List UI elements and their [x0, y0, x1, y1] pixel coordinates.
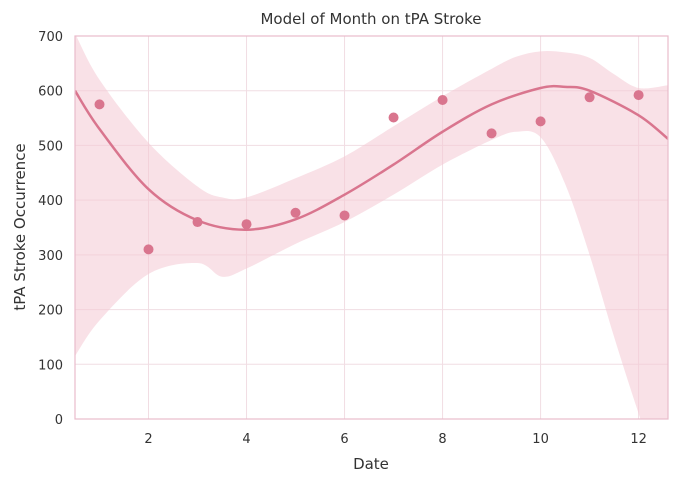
x-tick-label: 2: [144, 432, 152, 447]
y-tick-label: 600: [38, 85, 63, 100]
y-tick-label: 0: [55, 413, 63, 428]
data-point: [339, 210, 350, 221]
data-point: [192, 217, 203, 228]
y-tick-label: 300: [38, 249, 63, 264]
x-tick-label: 12: [630, 432, 647, 447]
y-tick-label: 400: [38, 194, 63, 209]
data-points: [94, 90, 644, 255]
x-axis-ticks: 2 4 6 8 10 12: [144, 432, 646, 447]
confidence-band: [75, 36, 668, 419]
y-axis-ticks: 0 100 200 300 400 500 600 700: [38, 30, 63, 428]
x-tick-label: 4: [242, 432, 250, 447]
fit-line: [75, 84, 668, 231]
data-point: [535, 116, 546, 127]
y-tick-label: 100: [38, 358, 63, 373]
data-point: [241, 219, 252, 230]
y-axis-label: tPA Stroke Occurrence: [11, 143, 29, 310]
x-tick-label: 6: [340, 432, 348, 447]
data-point: [486, 128, 497, 139]
x-tick-label: 10: [532, 432, 549, 447]
y-tick-label: 200: [38, 304, 63, 319]
data-point: [584, 92, 595, 103]
plot-frame: [74, 35, 669, 420]
data-point: [290, 207, 301, 218]
chart-title: Model of Month on tPA Stroke: [260, 10, 481, 28]
y-tick-label: 700: [38, 30, 63, 45]
data-point: [94, 99, 105, 110]
data-point: [388, 112, 399, 123]
data-point: [437, 95, 448, 106]
x-tick-label: 8: [438, 432, 446, 447]
y-tick-label: 500: [38, 139, 63, 154]
data-point: [143, 244, 154, 255]
data-point: [633, 90, 644, 101]
x-axis-label: Date: [353, 455, 389, 473]
